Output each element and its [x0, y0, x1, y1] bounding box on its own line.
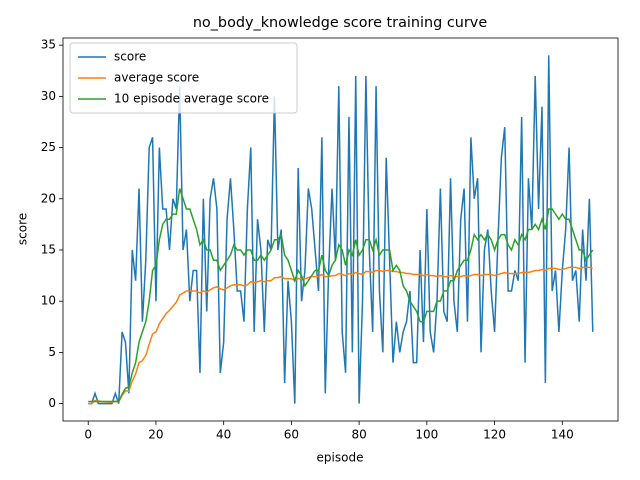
y-tick-label: 35: [41, 38, 56, 52]
legend-label: score: [114, 50, 146, 64]
legend-label: average score: [114, 71, 199, 85]
x-tick-label: 20: [148, 428, 163, 442]
x-tick-label: 120: [483, 428, 506, 442]
y-axis-label: score: [16, 213, 30, 245]
x-tick-label: 140: [551, 428, 574, 442]
y-tick-label: 20: [41, 191, 56, 205]
y-tick-label: 5: [48, 345, 56, 359]
legend: score average score 10 episode average sco…: [69, 42, 298, 114]
legend-label: 10 episode average score: [114, 92, 269, 106]
x-tick-label: 60: [284, 428, 299, 442]
y-tick-label: 0: [48, 396, 56, 410]
x-tick-label: 80: [351, 428, 366, 442]
legend-box: [69, 42, 298, 114]
y-tick-label: 25: [41, 140, 56, 154]
series-line: [88, 266, 593, 405]
y-tick-label: 15: [41, 242, 56, 256]
series-line: [88, 55, 594, 405]
x-tick-label: 0: [84, 428, 92, 442]
x-tick-label: 40: [216, 428, 231, 442]
y-tick-label: 10: [41, 294, 56, 308]
x-tick-label: 100: [415, 428, 438, 442]
x-axis-label: episode: [317, 451, 364, 465]
plot-frame: [62, 37, 619, 422]
y-tick-label: 30: [41, 89, 56, 103]
chart-title: no_body_knowledge score training curve: [193, 15, 488, 31]
series-line: [88, 188, 594, 403]
